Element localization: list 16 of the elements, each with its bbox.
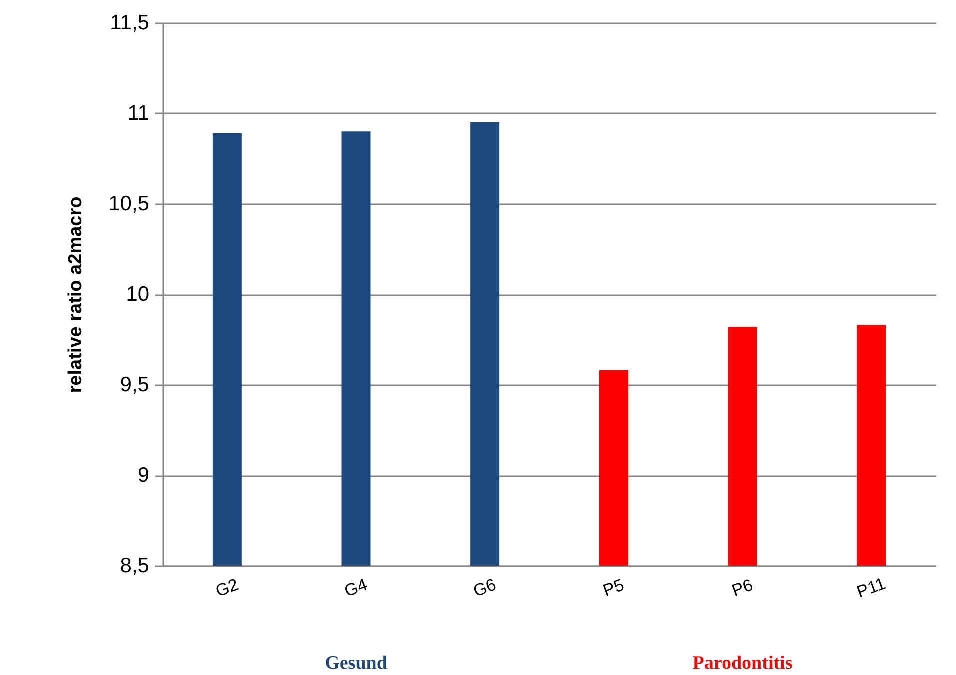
x-tick-label: P5: [600, 576, 627, 601]
x-tick-label: P11: [854, 574, 888, 602]
y-axis-title: relative ratio a2macro: [66, 196, 86, 394]
x-tick-label: P6: [730, 576, 756, 601]
y-tick-label: 11,5: [110, 12, 150, 34]
x-tick-label: G6: [471, 575, 499, 601]
y-tick-label: 9: [138, 464, 150, 487]
y-tick-label: 11: [128, 102, 150, 125]
x-tick-label: G2: [213, 575, 242, 601]
y-tick-label: 10,5: [108, 192, 150, 216]
series-label: Gesund: [325, 653, 388, 674]
y-tick-label: 8,5: [120, 554, 150, 578]
y-tick-label: 10: [126, 283, 150, 306]
series-label: Parodontitis: [692, 653, 793, 674]
y-tick-label: 9,5: [120, 374, 150, 396]
x-tick-label: G4: [342, 575, 370, 601]
